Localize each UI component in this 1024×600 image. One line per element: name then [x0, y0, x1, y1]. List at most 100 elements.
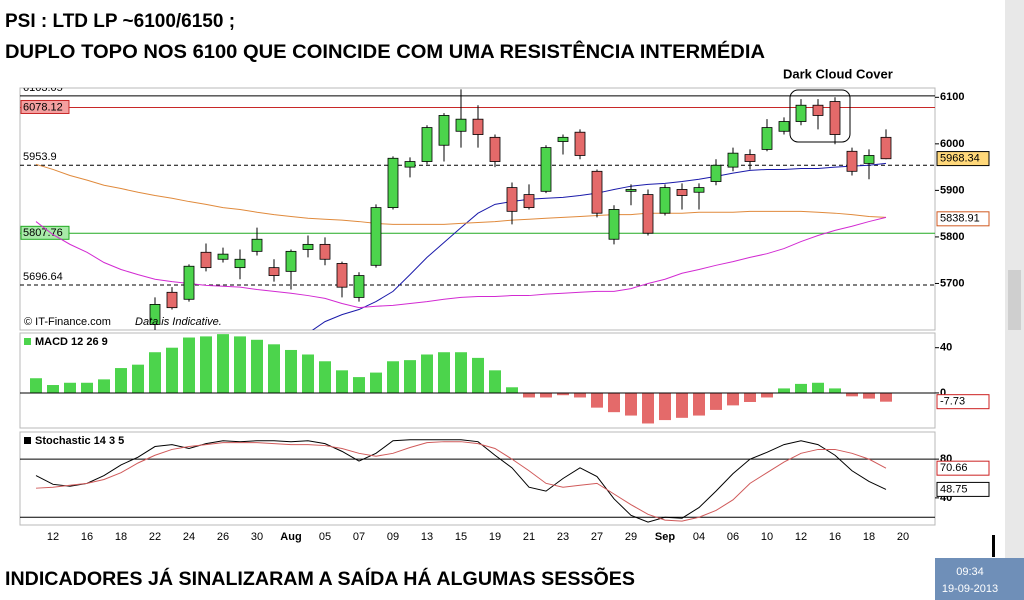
- candle-body: [200, 251, 212, 269]
- bar: [557, 392, 569, 396]
- candle-body: [574, 131, 586, 156]
- x-tick-label: 26: [217, 531, 229, 543]
- value-box: [936, 460, 990, 476]
- bar: [166, 347, 178, 393]
- bar: [353, 377, 365, 393]
- bar: [693, 392, 705, 416]
- bar: [30, 378, 42, 393]
- candle-body: [761, 127, 773, 150]
- pattern-annotation: Dark Cloud Cover: [783, 66, 893, 81]
- bar: [370, 372, 382, 393]
- moving-average: [35, 163, 887, 225]
- bar: [744, 392, 756, 402]
- bar: [200, 336, 212, 393]
- candle-body: [523, 194, 535, 209]
- candle-body: [880, 136, 892, 160]
- bar: [421, 354, 433, 393]
- y-tick-label: 6000: [940, 138, 964, 150]
- x-tick-label: 22: [149, 531, 161, 543]
- candle-body: [727, 152, 739, 168]
- bar: [217, 334, 229, 393]
- bar: [115, 368, 127, 393]
- x-tick-label: 30: [251, 531, 263, 543]
- candle-body: [166, 291, 178, 309]
- panel-frame: [19, 431, 936, 526]
- candle-body: [506, 187, 518, 212]
- candle-body: [336, 263, 348, 288]
- x-tick-label: 21: [523, 531, 535, 543]
- pattern-box: [789, 89, 851, 143]
- header-line: PSI : LTD LP ~6100/6150 ;: [5, 11, 235, 32]
- x-tick-label: 24: [183, 531, 195, 543]
- clock-time: 09:34: [956, 566, 984, 578]
- bar: [540, 392, 552, 398]
- panel-frame: [19, 87, 936, 331]
- bar: [710, 392, 722, 410]
- candle-body: [251, 238, 263, 252]
- panel: [20, 334, 935, 424]
- bar: [472, 357, 484, 393]
- candle-body: [387, 157, 399, 209]
- candle-body: [829, 101, 841, 135]
- value-box-label: 5968.34: [940, 152, 980, 164]
- y-tick-label: 5900: [940, 184, 964, 196]
- value-box: [936, 481, 990, 497]
- bar: [285, 349, 297, 393]
- x-tick-label: 07: [353, 531, 365, 543]
- x-tick-label: Aug: [280, 531, 301, 543]
- candle-body: [370, 207, 382, 266]
- level-label-box: [20, 225, 70, 240]
- scrollbar-thumb[interactable]: [1008, 270, 1021, 330]
- candle-body: [795, 104, 807, 122]
- bar: [795, 383, 807, 393]
- candle-body: [846, 150, 858, 172]
- bar: [778, 388, 790, 393]
- bar: [846, 392, 858, 397]
- y-tick-label: 6100: [940, 91, 964, 103]
- moving-average: [35, 216, 887, 309]
- bar: [863, 392, 875, 399]
- bar: [404, 360, 416, 393]
- bar: [149, 352, 161, 393]
- x-tick-label: 18: [863, 531, 875, 543]
- x-tick-label: 09: [387, 531, 399, 543]
- panel: [20, 439, 935, 523]
- bar: [64, 382, 76, 393]
- x-tick-label: 10: [761, 531, 773, 543]
- bar: [438, 352, 450, 393]
- y-tick-label: 40: [940, 342, 952, 354]
- y-tick-label: 0: [940, 387, 946, 399]
- candle-body: [625, 189, 637, 192]
- panel-title: MACD 12 26 9: [35, 336, 108, 348]
- x-tick-label: 16: [829, 531, 841, 543]
- x-tick-label: 23: [557, 531, 569, 543]
- bar: [676, 392, 688, 418]
- bar: [268, 344, 280, 393]
- bar: [132, 364, 144, 393]
- value-box: [936, 211, 990, 227]
- value-box-label: 48.75: [940, 483, 968, 495]
- panel-title: Stochastic 14 3 5: [35, 435, 124, 447]
- candle-body: [183, 265, 195, 300]
- bar: [523, 392, 535, 398]
- x-tick-label: 13: [421, 531, 433, 543]
- candle-body: [353, 275, 365, 298]
- candle-body: [642, 194, 654, 234]
- y-tick-label: 5800: [940, 231, 964, 243]
- candle-body: [693, 187, 705, 193]
- x-tick-label: 19: [489, 531, 501, 543]
- bar: [761, 392, 773, 398]
- candle-body: [149, 304, 161, 325]
- x-tick-label: 06: [727, 531, 739, 543]
- candle-body: [557, 136, 569, 142]
- bar: [829, 388, 841, 393]
- candle-body: [234, 258, 246, 269]
- level-label: 5953.9: [23, 151, 57, 163]
- bar: [506, 387, 518, 393]
- bar: [489, 370, 501, 393]
- candle-body: [608, 209, 620, 240]
- x-tick-label: 12: [795, 531, 807, 543]
- legend-swatch: [24, 437, 31, 444]
